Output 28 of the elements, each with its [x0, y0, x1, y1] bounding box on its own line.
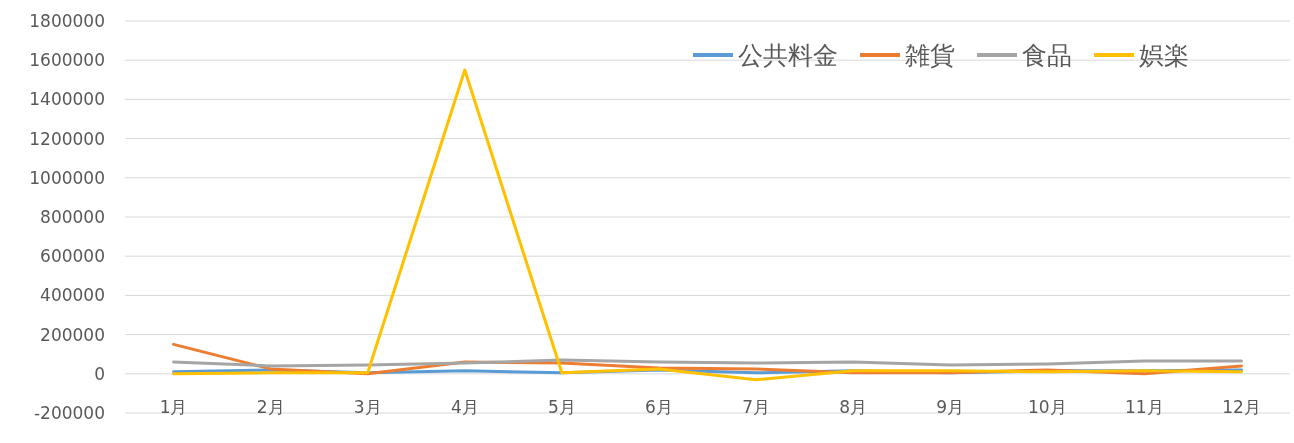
- y-tick-label: 800000: [40, 207, 105, 227]
- y-tick-label: 400000: [40, 285, 105, 306]
- line-series: [172, 68, 1243, 382]
- legend-label: 食品: [1022, 41, 1072, 70]
- x-tick-label: 1月: [159, 397, 188, 417]
- x-tick-label: 2月: [256, 397, 285, 417]
- x-tick-label: 12月: [1222, 397, 1261, 417]
- y-tick-label: 1000000: [29, 167, 105, 188]
- x-tick-label: 10月: [1027, 397, 1067, 417]
- x-tick-label: 6月: [645, 397, 673, 417]
- y-tick-label: 1400000: [29, 89, 105, 110]
- y-tick-label: -200000: [33, 403, 105, 423]
- x-tick-label: 7月: [742, 397, 770, 417]
- legend-label: 娯楽: [1139, 41, 1189, 70]
- y-tick-label: 1600000: [29, 50, 105, 71]
- x-tick-label: 9月: [936, 397, 965, 417]
- y-tick-label: 0: [94, 363, 105, 384]
- y-tick-label: 600000: [40, 246, 105, 267]
- y-tick-label: 1800000: [29, 11, 105, 31]
- x-tick-label: 3月: [353, 397, 382, 417]
- y-tick-label: 1200000: [29, 128, 105, 149]
- x-tick-label: 11月: [1125, 397, 1164, 417]
- legend-label: 公共料金: [738, 41, 838, 70]
- x-tick-label: 8月: [839, 397, 868, 417]
- x-tick-label: 4月: [450, 397, 479, 417]
- x-tick-label: 5月: [547, 397, 576, 417]
- legend-label: 雑貨: [905, 41, 955, 70]
- y-tick-label: 200000: [40, 324, 105, 345]
